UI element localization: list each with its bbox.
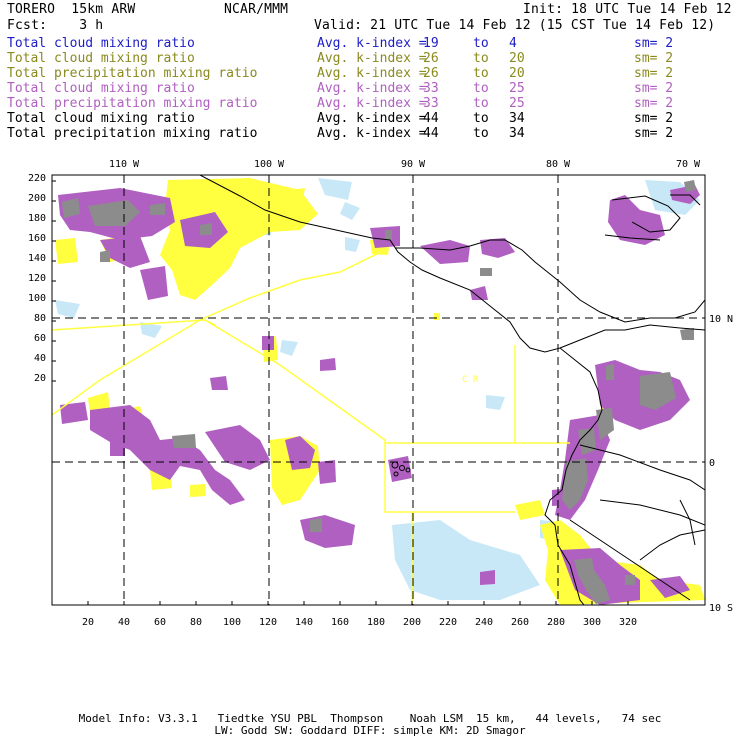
y-tick-label: 40	[34, 353, 46, 364]
longitude-label: 70 W	[676, 159, 701, 170]
x-tick-label: 240	[475, 617, 493, 628]
x-tick-label: 200	[403, 617, 421, 628]
weather-map: 110 W 100 W 90 W 80 W 70 W 10 N 0 10 S 220 200 180…	[28, 159, 733, 628]
y-tick-label: 200	[28, 193, 46, 204]
legend-range-start: 33	[423, 81, 439, 96]
y-tick-label: 160	[28, 233, 46, 244]
gray-cloud-fields	[62, 180, 696, 604]
y-tick-label: 80	[34, 313, 46, 324]
legend-range-to: to	[473, 111, 489, 126]
legend-range-to: to	[473, 36, 489, 51]
legend-smoothing: sm= 2	[634, 81, 674, 96]
legend-row: Total cloud mixing ratio Avg. k-index = 26…	[7, 51, 737, 66]
legend-row: Total precipitation mixing ratio Avg. k-i…	[7, 66, 737, 81]
y-tick-label: 20	[34, 373, 46, 384]
legend-range-to: to	[473, 81, 489, 96]
legend-range-start: 44	[423, 111, 439, 126]
legend-field-name: Total cloud mixing ratio	[7, 36, 195, 51]
model-name: TORERO 15km ARW	[7, 2, 136, 17]
x-tick-label: 140	[295, 617, 313, 628]
y-tick-label: 220	[28, 173, 46, 184]
legend-row: Total precipitation mixing ratio Avg. k-i…	[7, 96, 737, 111]
x-tick-label: 100	[223, 617, 241, 628]
legend-range-end: 4	[509, 36, 517, 51]
longitude-label: 90 W	[401, 159, 426, 170]
legend-range-end: 25	[509, 96, 525, 111]
legend-range-end: 25	[509, 81, 525, 96]
y-tick-label: 60	[34, 333, 46, 344]
x-tick-label: 220	[439, 617, 457, 628]
x-tick-label: 280	[547, 617, 565, 628]
legend-avg-label: Avg. k-index =	[317, 66, 427, 81]
longitude-label: 80 W	[546, 159, 571, 170]
x-tick-label: 120	[259, 617, 277, 628]
legend-smoothing: sm= 2	[634, 36, 674, 51]
init-time: Init: 18 UTC Tue 14 Feb 12	[523, 2, 732, 17]
longitude-label: 100 W	[254, 159, 285, 170]
x-tick-label: 260	[511, 617, 529, 628]
legend-range-end: 34	[509, 126, 525, 141]
legend-range-end: 20	[509, 66, 525, 81]
legend-range-start: 19	[423, 36, 439, 51]
boundary-lines	[52, 249, 570, 605]
legend-range-end: 34	[509, 111, 525, 126]
x-tick-label: 320	[619, 617, 637, 628]
legend-avg-label: Avg. k-index =	[317, 81, 427, 96]
x-tick-label: 80	[190, 617, 202, 628]
legend-range-to: to	[473, 96, 489, 111]
legend-range-end: 20	[509, 51, 525, 66]
legend-range-to: to	[473, 126, 489, 141]
legend-range-start: 26	[423, 66, 439, 81]
y-tick-label: 100	[28, 293, 46, 304]
legend-field-name: Total precipitation mixing ratio	[7, 126, 258, 141]
longitude-label: 110 W	[109, 159, 140, 170]
y-tick-label: 140	[28, 253, 46, 264]
legend-row: Total cloud mixing ratio Avg. k-index = 44…	[7, 111, 737, 126]
legend-smoothing: sm= 2	[634, 111, 674, 126]
organization: NCAR/MMM	[224, 2, 289, 17]
x-tick-label: 20	[82, 617, 94, 628]
legend-range-to: to	[473, 51, 489, 66]
legend-range-to: to	[473, 66, 489, 81]
legend-smoothing: sm= 2	[634, 96, 674, 111]
latitude-label: 10 N	[709, 314, 733, 325]
legend-field-name: Total cloud mixing ratio	[7, 111, 195, 126]
legend-avg-label: Avg. k-index =	[317, 36, 427, 51]
valid-time: Valid: 21 UTC Tue 14 Feb 12 (15 CST Tue …	[314, 18, 716, 33]
legend-field-name: Total precipitation mixing ratio	[7, 96, 258, 111]
y-tick-label: 120	[28, 273, 46, 284]
legend-range-start: 44	[423, 126, 439, 141]
legend-smoothing: sm= 2	[634, 51, 674, 66]
legend-range-start: 33	[423, 96, 439, 111]
coastlines	[199, 175, 705, 605]
model-info-line1: Model Info: V3.3.1 Tiedtke YSU PBL Thomp…	[78, 712, 662, 725]
legend-field-name: Total cloud mixing ratio	[7, 51, 195, 66]
legend-row: Total cloud mixing ratio Avg. k-index = 19…	[7, 36, 737, 51]
latitude-label: 0	[709, 458, 715, 469]
lat-lon-grid	[52, 175, 705, 605]
plot-frame	[51, 174, 706, 606]
legend-field-name: Total cloud mixing ratio	[7, 81, 195, 96]
x-tick-label: 60	[154, 617, 166, 628]
region-label: C R	[462, 375, 479, 385]
legend-row: Total precipitation mixing ratio Avg. k-i…	[7, 126, 737, 141]
axis-labels: 110 W 100 W 90 W 80 W 70 W 10 N 0 10 S 220 200 180…	[28, 159, 733, 628]
latitude-label: 10 S	[709, 603, 733, 614]
legend-avg-label: Avg. k-index =	[317, 126, 427, 141]
legend-range-start: 26	[423, 51, 439, 66]
y-tick-label: 180	[28, 213, 46, 224]
legend-row: Total cloud mixing ratio Avg. k-index = 33…	[7, 81, 737, 96]
forecast-hour: Fcst: 3 h	[7, 18, 104, 33]
legend-field-name: Total precipitation mixing ratio	[7, 66, 258, 81]
legend-avg-label: Avg. k-index =	[317, 96, 427, 111]
x-tick-label: 160	[331, 617, 349, 628]
legend-smoothing: sm= 2	[634, 66, 674, 81]
model-info-line2: LW: Godd SW: Goddard DIFF: simple KM: 2D…	[214, 724, 526, 737]
x-tick-label: 180	[367, 617, 385, 628]
legend-smoothing: sm= 2	[634, 126, 674, 141]
x-tick-label: 40	[118, 617, 130, 628]
legend-avg-label: Avg. k-index =	[317, 51, 427, 66]
x-tick-label: 300	[583, 617, 601, 628]
legend-avg-label: Avg. k-index =	[317, 111, 427, 126]
